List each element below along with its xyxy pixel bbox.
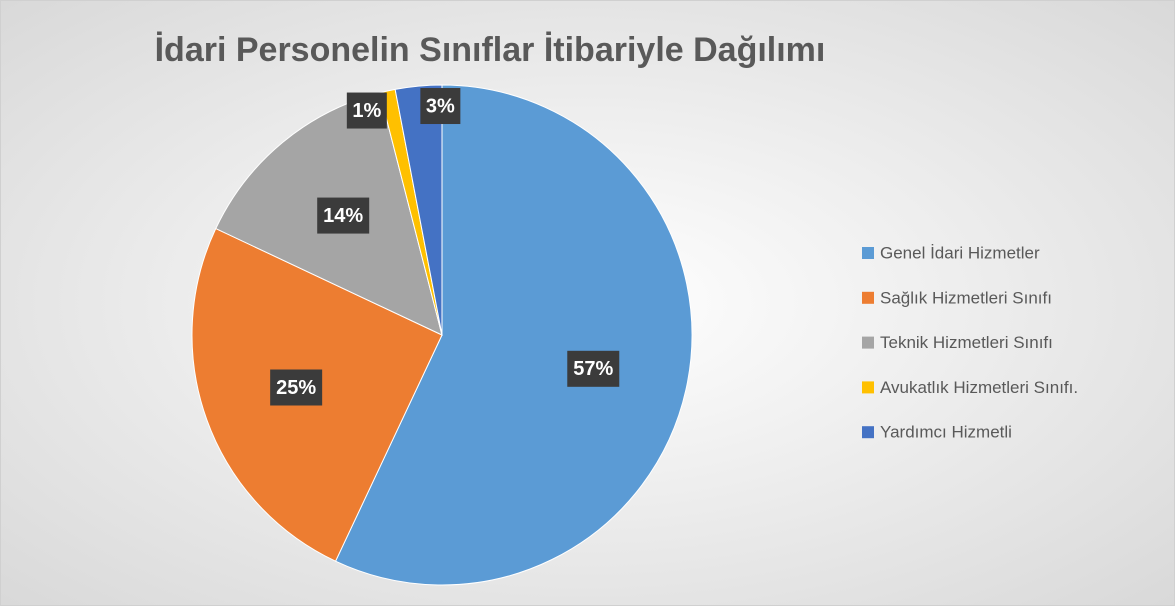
- legend-swatch: [862, 426, 874, 439]
- legend-swatch: [862, 336, 874, 349]
- data-label: 3%: [426, 95, 455, 117]
- pie-slice: [334, 84, 693, 586]
- legend-label: Avukatlık Hizmetleri Sınıfı.: [880, 378, 1078, 397]
- legend-swatch: [862, 247, 874, 259]
- legend-swatch: [862, 381, 874, 394]
- data-label-box: [420, 88, 461, 125]
- data-label: 14%: [323, 205, 363, 227]
- chart-title: İdari Personelin Sınıflar İtibariyle Dağ…: [155, 31, 826, 69]
- legend-label: Sağlık Hizmetleri Sınıfı: [880, 288, 1052, 307]
- legend-label: Yardımcı Hizmetli: [880, 423, 1012, 442]
- data-label-box: [317, 197, 370, 234]
- data-label: 57%: [573, 358, 613, 380]
- legend-label: Genel İdari Hizmetler: [880, 243, 1040, 262]
- data-label-box: [270, 369, 323, 406]
- legend-swatch: [862, 291, 874, 304]
- data-label-box: [346, 92, 387, 129]
- data-label-box: [567, 350, 620, 387]
- data-label: 25%: [276, 377, 316, 399]
- data-label: 1%: [352, 100, 381, 122]
- legend-label: Teknik Hizmetleri Sınıfı: [880, 333, 1053, 352]
- pie-slice: [394, 84, 443, 336]
